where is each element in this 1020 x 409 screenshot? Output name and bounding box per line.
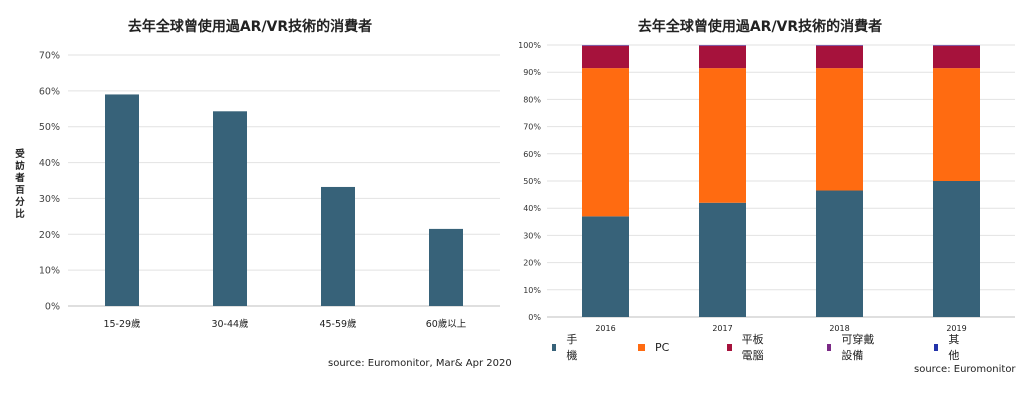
legend-item: 手機 — [552, 331, 580, 363]
source-note: source: Euromonitor, Mar& Apr 2020 — [328, 358, 512, 369]
y-axis-label: 受訪者百分比 — [15, 149, 25, 220]
y-tick-label: 10% — [523, 286, 541, 295]
legend-label: 可穿戴設備 — [841, 333, 875, 362]
bar — [429, 228, 463, 306]
bar-segment — [699, 202, 746, 317]
bar-segment — [582, 216, 629, 317]
bar-segment — [816, 45, 863, 69]
y-tick-label: 40% — [523, 204, 541, 213]
x-category-label: 45-59歲 — [319, 318, 357, 330]
legend-label: 其他 — [948, 333, 960, 362]
source-note: source: Euromonitor — [914, 364, 1016, 375]
x-category-label: 30-44歲 — [211, 318, 249, 330]
y-tick-label: 100% — [518, 41, 541, 50]
y-tick-label: 70% — [39, 51, 60, 62]
legend-item: PC — [638, 341, 669, 354]
y-tick-label: 30% — [523, 231, 541, 240]
chart-legend: 手機 PC 平板電腦 可穿戴設備 其他 — [552, 333, 1020, 362]
bar-segment — [582, 68, 629, 217]
x-category-label: 15-29歲 — [103, 318, 141, 330]
bar-segment — [699, 45, 746, 69]
y-tick-label: 0% — [45, 302, 60, 313]
chart-title: 去年全球曾使用過AR/VR技術的消費者 — [128, 18, 372, 35]
legend-item: 可穿戴設備 — [826, 331, 876, 363]
bar — [321, 186, 355, 306]
device-stacked-bar-chart: 去年全球曾使用過AR/VR技術的消費者 0% 10% 20% 30% 40% 50% 60%… — [518, 18, 1015, 333]
bar — [105, 94, 139, 306]
chart-title: 去年全球曾使用過AR/VR技術的消費者 — [638, 18, 882, 35]
y-tick-label: 10% — [39, 266, 60, 277]
bar-segment — [582, 45, 629, 69]
x-category-label: 2017 — [712, 324, 732, 333]
y-tick-label: 90% — [523, 68, 541, 77]
bar-segment — [699, 68, 746, 203]
bar-segment — [582, 45, 629, 46]
x-category-label: 60歲以上 — [426, 318, 467, 330]
bar-segment — [699, 45, 746, 46]
legend-label: 平板電腦 — [741, 333, 764, 362]
bar-segment — [933, 45, 980, 46]
y-tick-label: 50% — [523, 177, 541, 186]
bar-segment — [816, 68, 863, 191]
y-tick-label: 70% — [523, 123, 541, 132]
age-chart-panel: 去年全球曾使用過AR/VR技術的消費者 0% 10% 20% 30% 40% 50% 60%… — [0, 0, 511, 409]
y-tick-label: 20% — [39, 230, 60, 241]
legend-swatch — [826, 343, 832, 351]
legend-swatch — [638, 343, 645, 351]
legend-label: 手機 — [566, 333, 578, 362]
y-tick-label: 60% — [39, 86, 60, 97]
bar-segment — [933, 68, 980, 181]
y-tick-label: 0% — [528, 313, 541, 322]
age-bar-chart: 去年全球曾使用過AR/VR技術的消費者 0% 10% 20% 30% 40% 50% 60%… — [39, 18, 500, 330]
legend-swatch — [552, 343, 557, 351]
bar-segment — [933, 45, 980, 69]
legend-label: PC — [655, 340, 670, 354]
legend-swatch — [727, 343, 732, 351]
x-category-label: 2016 — [595, 324, 615, 333]
y-tick-label: 50% — [39, 122, 60, 133]
y-tick-label: 60% — [523, 150, 541, 159]
legend-swatch — [934, 343, 939, 351]
y-tick-label: 20% — [523, 259, 541, 268]
y-tick-label: 40% — [39, 158, 60, 169]
bar-segment — [933, 181, 980, 317]
bar-segment — [816, 45, 863, 46]
bar — [213, 111, 247, 306]
y-tick-label: 80% — [523, 95, 541, 104]
legend-item: 平板電腦 — [727, 331, 769, 363]
device-chart-panel: 去年全球曾使用過AR/VR技術的消費者 0% 10% 20% 30% 40% 50% 60%… — [510, 0, 1020, 409]
y-tick-label: 30% — [39, 194, 60, 205]
bar-segment — [816, 190, 863, 317]
x-category-label: 2018 — [829, 324, 849, 333]
legend-item: 其他 — [934, 331, 962, 363]
x-category-label: 2019 — [946, 324, 966, 333]
